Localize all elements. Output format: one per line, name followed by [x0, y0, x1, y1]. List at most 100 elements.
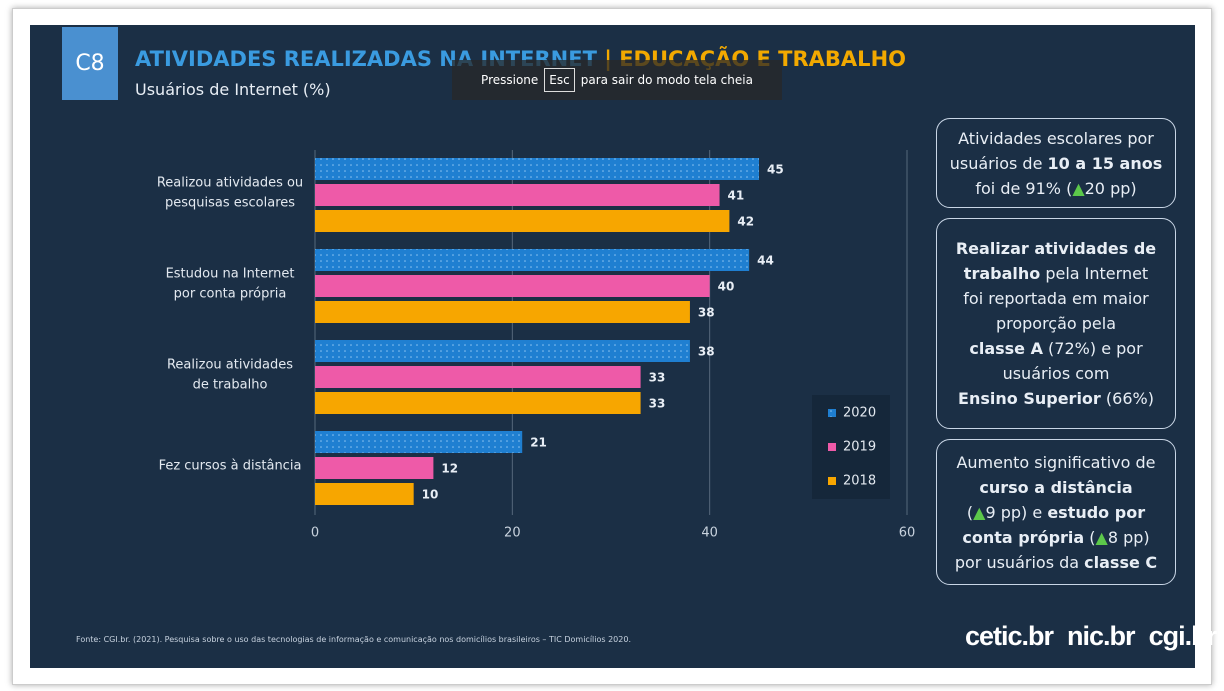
x-tick-label: 0: [311, 526, 319, 541]
callout-text: Realizar atividades de: [955, 239, 1157, 258]
callout-box: Aumento significativo de curso a distânci…: [936, 439, 1176, 585]
category-label: de trabalho: [193, 378, 268, 393]
category-label: Realizou atividades ou: [157, 176, 303, 191]
callout-text: estudo por: [1047, 502, 1146, 522]
legend-box: [812, 395, 890, 499]
category-label: Fez cursos à distância: [159, 459, 302, 474]
x-tick-label: 60: [899, 526, 916, 541]
callout-text: (72%) e por: [1042, 339, 1143, 358]
callout-line: por usuários da classe C: [937, 550, 1175, 575]
x-tick-label: 40: [701, 526, 718, 541]
callout-line: curso a distância: [937, 475, 1175, 500]
legend: 2020 2019 2018: [812, 395, 890, 499]
value-label: 40: [718, 280, 735, 294]
callout-text: 8 pp): [1107, 527, 1150, 547]
value-label: 45: [767, 163, 784, 177]
legend-label: 2018: [843, 474, 876, 489]
bar: [315, 275, 710, 297]
callout-text: usuários com: [1002, 364, 1110, 383]
callout-line: (▲9 pp) e estudo por: [937, 500, 1175, 525]
value-label: 33: [649, 397, 666, 411]
callout-text: ▲: [973, 502, 986, 522]
callout-text: foi reportada em maior: [963, 289, 1149, 308]
category-label: por conta própria: [174, 287, 287, 302]
value-label: 41: [728, 189, 745, 203]
callout-line: Atividades escolares por: [937, 126, 1175, 151]
callout-line: Aumento significativo de: [937, 450, 1175, 475]
callout-line: trabalho pela Internet: [937, 261, 1175, 286]
bar: [315, 210, 730, 232]
callout-box: Realizar atividades de trabalho pela Inte…: [936, 218, 1176, 429]
value-label: 10: [422, 488, 439, 502]
legend-label: 2020: [843, 406, 876, 421]
esc-key[interactable]: Esc: [544, 68, 575, 92]
callout-line: Ensino Superior (66%): [937, 386, 1175, 411]
logo: cetic.br: [965, 621, 1054, 651]
callout-text: 9 pp) e: [985, 502, 1048, 522]
callout-text: (: [966, 502, 974, 522]
logo: cgi.br: [1148, 621, 1218, 651]
bar: [315, 366, 641, 388]
fullscreen-overlay: Pressione Esc para sair do modo tela che…: [452, 60, 782, 100]
category-label: pesquisas escolares: [165, 196, 295, 211]
callout-text: classe A: [969, 339, 1043, 358]
callout-text: classe C: [1084, 552, 1158, 572]
value-label: 38: [698, 306, 715, 320]
legend-swatch: [828, 409, 836, 417]
value-label: 44: [757, 254, 774, 268]
callout-text: Ensino Superior: [958, 389, 1101, 408]
legend-label: 2019: [843, 440, 876, 455]
callout-text: (: [1084, 527, 1096, 547]
overlay-text: Pressione: [481, 73, 539, 87]
bar: [315, 340, 690, 362]
logo: nic.br: [1067, 621, 1136, 651]
callout-text: 20 pp): [1084, 178, 1137, 198]
callout-text: ▲: [1072, 178, 1085, 198]
category-label: Estudou na Internet: [166, 267, 295, 282]
bar: [315, 249, 750, 271]
callout-text: conta própria: [962, 527, 1085, 547]
callout-line: proporção pela: [937, 311, 1175, 336]
category-label: Realizou atividades: [167, 358, 293, 373]
source: Fonte: CGI.br. (2021). Pesquisa sobre o …: [76, 635, 631, 644]
callout-box: Atividades escolares por usuários de 10 a…: [936, 118, 1176, 208]
callout-line: foi reportada em maior: [937, 286, 1175, 311]
value-label: 12: [441, 462, 458, 476]
callout-text: foi de 91% (: [975, 178, 1073, 198]
title: ATIVIDADES REALIZADAS NA INTERNET | EDUC…: [135, 47, 906, 71]
callout-text: pela Internet: [1040, 264, 1149, 283]
callout-text: Aumento significativo de: [956, 452, 1156, 472]
callout-line: usuários com: [937, 361, 1175, 386]
callout-text: por usuários da: [954, 552, 1085, 572]
badge: C8: [62, 27, 118, 100]
callout-text: proporção pela: [995, 314, 1117, 333]
bar: [315, 301, 690, 323]
callout-text: curso a distância: [979, 477, 1133, 497]
value-label: 42: [737, 215, 754, 229]
bar: [315, 392, 641, 414]
callout-line: usuários de 10 a 15 anos: [937, 151, 1175, 176]
slide: C8 ATIVIDADES REALIZADAS NA INTERNET | E…: [30, 25, 1217, 668]
value-label: 33: [649, 371, 666, 385]
callout-line: conta própria (▲8 pp): [937, 525, 1175, 550]
callout-text: 10 a 15 anos: [1047, 153, 1163, 173]
legend-swatch: [828, 477, 836, 485]
legend-swatch: [828, 443, 836, 451]
callout-line: classe A (72%) e por: [937, 336, 1175, 361]
subtitle: Usuários de Internet (%): [135, 80, 331, 99]
callout-line: foi de 91% (▲20 pp): [937, 176, 1175, 201]
callout-text: (66%): [1100, 389, 1154, 408]
callout-text: Atividades escolares por: [958, 128, 1154, 148]
value-label: 38: [698, 345, 715, 359]
callout-text: ▲: [1095, 527, 1108, 547]
callout-text: trabalho: [963, 264, 1041, 283]
bar: [315, 184, 720, 206]
x-tick-label: 20: [504, 526, 521, 541]
logos: cetic.br nic.br cgi.br: [965, 621, 1218, 652]
value-label: 21: [530, 436, 547, 450]
bar: [315, 158, 759, 180]
callout-text: usuários de: [949, 153, 1048, 173]
bar: [315, 457, 434, 479]
